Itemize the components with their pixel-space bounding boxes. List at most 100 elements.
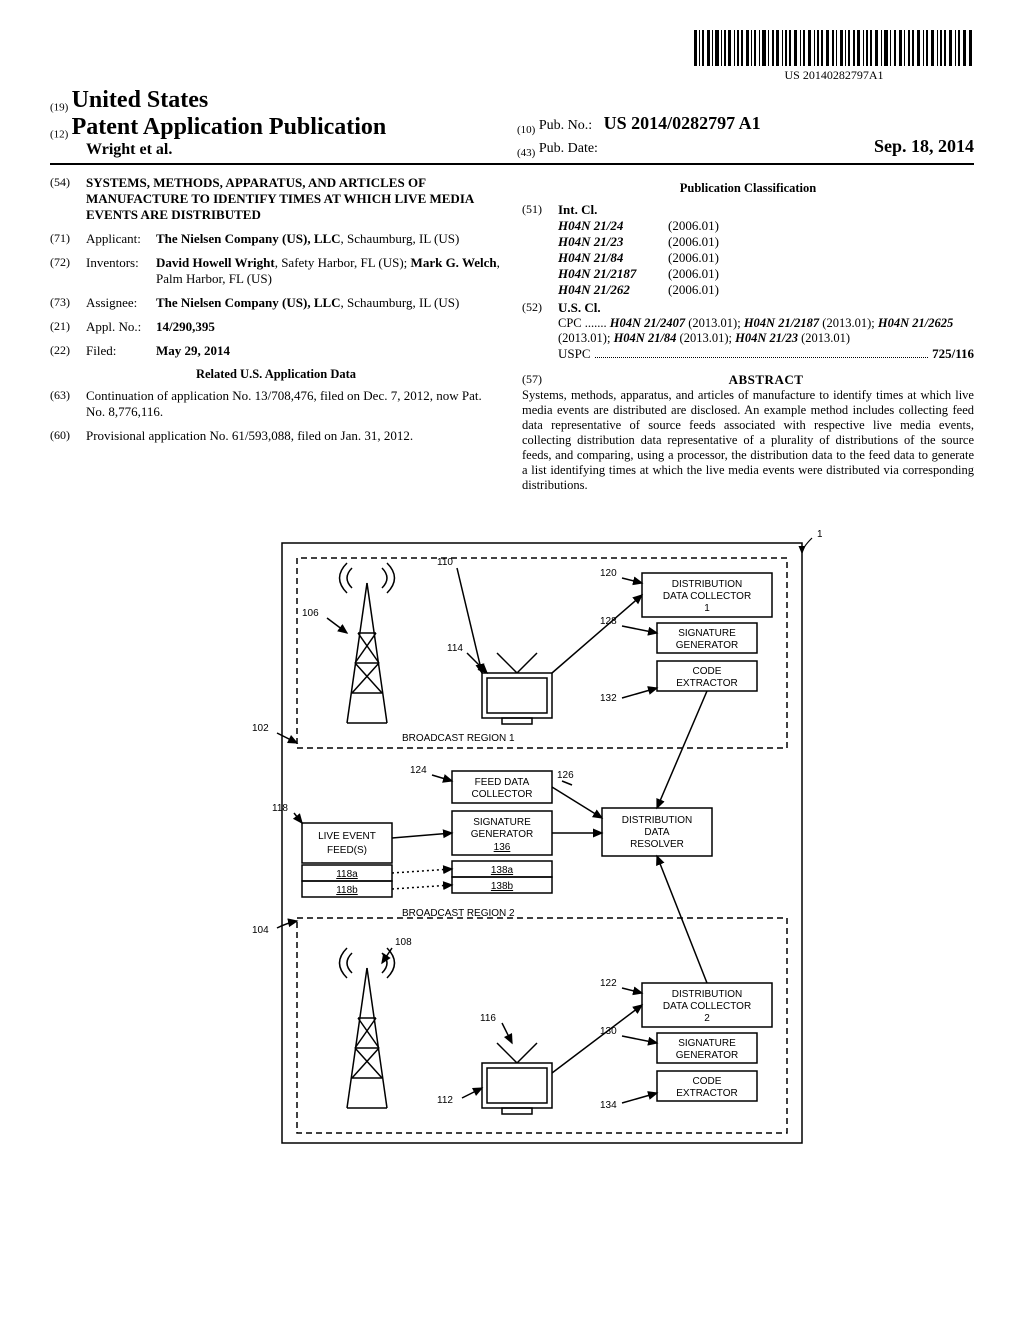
ref-124: 124 bbox=[410, 765, 427, 776]
intcl-date-value: (2006.01) bbox=[668, 234, 719, 250]
pub-date-label: Pub. Date: bbox=[539, 141, 598, 156]
field-assignee: (73) Assignee: The Nielsen Company (US),… bbox=[50, 295, 502, 311]
ddc2-label-2: DATA COLLECTOR bbox=[663, 1001, 751, 1012]
intcl-code-value: H04N 21/262 bbox=[558, 282, 668, 298]
intcl-code-value: H04N 21/24 bbox=[558, 218, 668, 234]
invention-title: SYSTEMS, METHODS, APPARATUS, AND ARTICLE… bbox=[86, 175, 502, 223]
uspc-line: USPC 725/116 bbox=[558, 346, 974, 362]
ref-106: 106 bbox=[302, 608, 319, 619]
ref-118: 118 bbox=[272, 803, 288, 814]
ref-134: 134 bbox=[600, 1100, 617, 1111]
codeext1-label-2: EXTRACTOR bbox=[676, 678, 738, 689]
intcl-date-value: (2006.01) bbox=[668, 218, 719, 234]
ddr-label-1: DISTRIBUTION bbox=[622, 815, 693, 826]
ref-102: 102 bbox=[252, 723, 269, 734]
uspc-value: 725/116 bbox=[932, 346, 974, 362]
field-uscl: (52) U.S. Cl. CPC ....... H04N 21/2407 (… bbox=[522, 300, 974, 362]
cpc-line: CPC ....... H04N 21/2407 (2013.01); H04N… bbox=[558, 316, 974, 346]
country-code: (19) bbox=[50, 102, 68, 114]
ddr-label-2: DATA bbox=[644, 827, 670, 838]
applicant-label: Applicant: bbox=[86, 231, 156, 247]
assignee-body: The Nielsen Company (US), LLC, Schaumbur… bbox=[156, 295, 502, 311]
fdc-label-1: FEED DATA bbox=[475, 777, 530, 788]
ddc2-label-3: 2 bbox=[704, 1013, 710, 1024]
field-title: (54) SYSTEMS, METHODS, APPARATUS, AND AR… bbox=[50, 175, 502, 223]
barcode-area: US 20140282797A1 bbox=[50, 30, 974, 83]
intcl-row: H04N 21/2187(2006.01) bbox=[558, 266, 974, 282]
ref-110: 110 bbox=[437, 557, 453, 568]
pub-no-line: (10) Pub. No.: US 2014/0282797 A1 bbox=[517, 113, 974, 136]
filed-label: Filed: bbox=[86, 343, 156, 359]
tv2-icon bbox=[482, 1043, 552, 1114]
pub-date-line: (43) Pub. Date: Sep. 18, 2014 bbox=[517, 136, 974, 159]
intcl-label: Int. Cl. bbox=[558, 202, 597, 217]
applno-code: (21) bbox=[50, 319, 86, 335]
barcode-number: US 20140282797A1 bbox=[694, 68, 974, 83]
ref-104: 104 bbox=[252, 925, 269, 936]
ref-100: 100 bbox=[817, 529, 822, 540]
intcl-date-value: (2006.01) bbox=[668, 282, 719, 298]
barcode-svg bbox=[694, 30, 974, 66]
live-label-1: LIVE EVENT bbox=[318, 831, 376, 842]
figure-wrap: 100 BROADCAST REGION 1 102 bbox=[50, 523, 974, 1163]
ref-126: 126 bbox=[557, 770, 574, 781]
siggen2-label-2: GENERATOR bbox=[676, 1050, 738, 1061]
intcl-row: H04N 21/23(2006.01) bbox=[558, 234, 974, 250]
intcl-date-value: (2006.01) bbox=[668, 250, 719, 266]
ref-108: 108 bbox=[395, 937, 412, 948]
authors: Wright et al. bbox=[50, 141, 507, 159]
title-code: (54) bbox=[50, 175, 86, 223]
intcl-list: H04N 21/24(2006.01)H04N 21/23(2006.01)H0… bbox=[558, 218, 974, 298]
codeext2-label-1: CODE bbox=[693, 1076, 722, 1087]
applicant-loc: Schaumburg, IL (US) bbox=[347, 231, 459, 246]
pub-no-label: Pub. No.: bbox=[539, 118, 592, 133]
pub-date: Sep. 18, 2014 bbox=[874, 136, 974, 157]
uspc-label: USPC bbox=[558, 346, 591, 362]
region2-label: BROADCAST REGION 2 bbox=[402, 908, 515, 919]
pub-type-line: (12) Patent Application Publication bbox=[50, 114, 507, 141]
assignee-name: The Nielsen Company (US), LLC bbox=[156, 295, 341, 310]
cont-code: (63) bbox=[50, 388, 86, 420]
pub-date-code: (43) bbox=[517, 147, 535, 159]
ref-122: 122 bbox=[600, 978, 617, 989]
intcl-code: (51) bbox=[522, 202, 558, 298]
applicant-code: (71) bbox=[50, 231, 86, 247]
ddc1-label-3: 1 bbox=[704, 603, 710, 614]
assignee-code: (73) bbox=[50, 295, 86, 311]
right-column: Publication Classification (51) Int. Cl.… bbox=[522, 175, 974, 493]
tower2-icon bbox=[340, 948, 395, 1108]
ref-132: 132 bbox=[600, 693, 617, 704]
abstract-body: Systems, methods, apparatus, and article… bbox=[522, 388, 974, 493]
ddc2-label-1: DISTRIBUTION bbox=[672, 989, 743, 1000]
codeext1-label-1: CODE bbox=[693, 666, 722, 677]
prov-body: Provisional application No. 61/593,088, … bbox=[86, 428, 502, 444]
intcl-date-value: (2006.01) bbox=[668, 266, 719, 282]
field-continuation: (63) Continuation of application No. 13/… bbox=[50, 388, 502, 420]
applno-label: Appl. No.: bbox=[86, 319, 156, 335]
abstract-hdr: ABSTRACT bbox=[558, 372, 974, 388]
field-applicant: (71) Applicant: The Nielsen Company (US)… bbox=[50, 231, 502, 247]
field-applno: (21) Appl. No.: 14/290,395 bbox=[50, 319, 502, 335]
cont-body: Continuation of application No. 13/708,4… bbox=[86, 388, 502, 420]
siggen-c-label-2: GENERATOR bbox=[471, 829, 533, 840]
pub-type-code: (12) bbox=[50, 129, 68, 141]
biblio: (54) SYSTEMS, METHODS, APPARATUS, AND AR… bbox=[50, 175, 974, 493]
siggen1-label-2: GENERATOR bbox=[676, 640, 738, 651]
applicant-name: The Nielsen Company (US), LLC bbox=[156, 231, 341, 246]
ref-120: 120 bbox=[600, 568, 617, 579]
intcl-row: H04N 21/262(2006.01) bbox=[558, 282, 974, 298]
left-column: (54) SYSTEMS, METHODS, APPARATUS, AND AR… bbox=[50, 175, 502, 493]
uscl-code: (52) bbox=[522, 300, 558, 362]
tower1-icon bbox=[340, 563, 395, 723]
ref-118a: 118a bbox=[336, 869, 358, 880]
intcl-code-value: H04N 21/23 bbox=[558, 234, 668, 250]
siggen-c-label-1: SIGNATURE bbox=[473, 817, 531, 828]
applno: 14/290,395 bbox=[156, 319, 215, 334]
filed-code: (22) bbox=[50, 343, 86, 359]
tv1-icon bbox=[482, 653, 552, 724]
ddr-label-3: RESOLVER bbox=[630, 839, 684, 850]
patent-figure: 100 BROADCAST REGION 1 102 bbox=[202, 523, 822, 1163]
ref-138b: 138b bbox=[491, 881, 514, 892]
pub-no: US 2014/0282797 A1 bbox=[604, 113, 761, 133]
inventors-body: David Howell Wright, Safety Harbor, FL (… bbox=[156, 255, 502, 287]
